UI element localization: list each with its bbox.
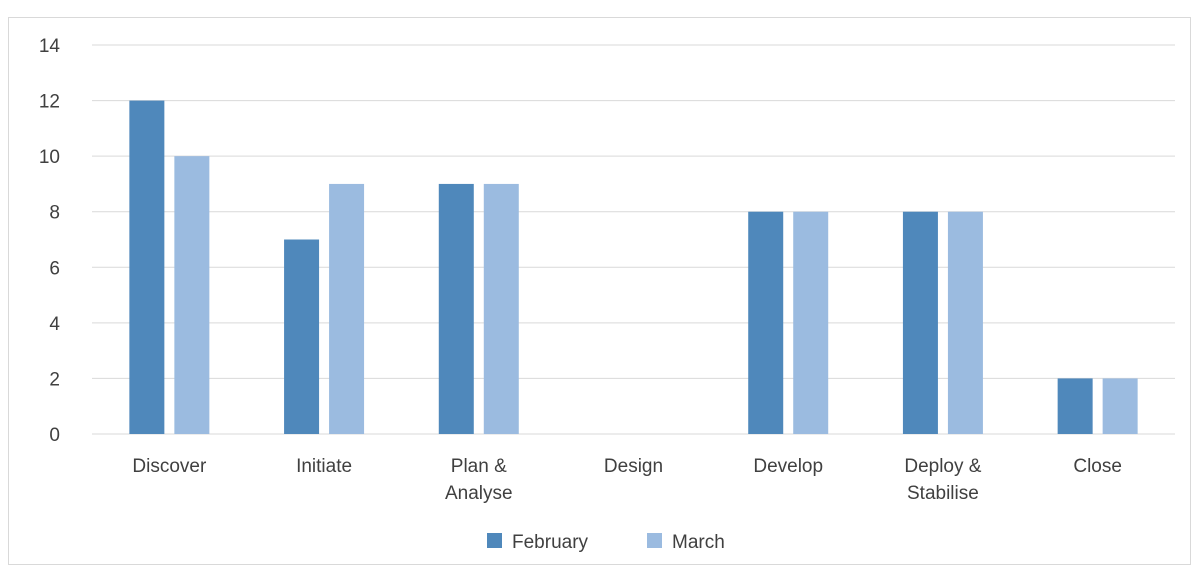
- x-category-label: Design: [604, 456, 663, 477]
- y-tick-label: 14: [39, 36, 61, 57]
- bar-march-1: [329, 183, 365, 434]
- bar-february-6: [1057, 378, 1093, 434]
- x-category-label: Stabilise: [907, 483, 979, 504]
- x-category-label: Close: [1073, 456, 1122, 477]
- legend: February March: [487, 532, 725, 553]
- y-tick-label: 10: [39, 147, 60, 168]
- legend-swatch-february: [487, 533, 502, 548]
- bar-march-0: [174, 156, 210, 434]
- bar-march-6: [1102, 378, 1138, 434]
- x-category-label: Plan &: [451, 456, 507, 477]
- bar-march-2: [483, 183, 519, 434]
- x-category-label: Initiate: [296, 456, 352, 477]
- y-tick-label: 8: [49, 203, 60, 224]
- y-tick-label: 0: [49, 425, 60, 446]
- bar-february-2: [438, 183, 474, 434]
- gridlines: [92, 44, 1175, 435]
- x-category-label: Discover: [132, 456, 207, 477]
- x-axis-labels: Discover Initiate Plan & Analyse Design Devel…: [132, 456, 1122, 504]
- x-category-label: Deploy &: [904, 456, 981, 477]
- y-tick-label: 2: [49, 369, 60, 390]
- bar-february-1: [284, 239, 320, 434]
- y-tick-label: 4: [49, 314, 60, 335]
- y-tick-label: 6: [49, 258, 60, 279]
- y-tick-label: 12: [39, 92, 60, 113]
- bar-march-5: [947, 211, 983, 434]
- bar-march-4: [793, 211, 829, 434]
- bar-february-4: [748, 211, 784, 434]
- bars: [129, 100, 1138, 435]
- x-category-label: Develop: [753, 456, 823, 477]
- bar-february-5: [902, 211, 938, 434]
- legend-label-february: February: [512, 532, 589, 553]
- bar-february-0: [129, 100, 165, 435]
- x-category-label: Analyse: [445, 483, 513, 504]
- legend-label-march: March: [672, 532, 725, 553]
- legend-swatch-march: [647, 533, 662, 548]
- y-axis-ticks: 0 2 4 6 8 10 12 14: [39, 36, 61, 446]
